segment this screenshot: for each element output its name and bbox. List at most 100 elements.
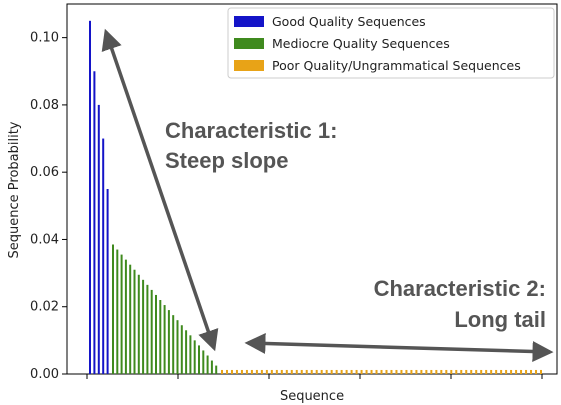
- bar-poor: [350, 369, 353, 374]
- legend-swatch-good: [234, 16, 264, 27]
- y-tick-label: 0.04: [30, 232, 59, 247]
- x-axis-ticks: [86, 374, 543, 379]
- bar-mediocre: [112, 244, 114, 374]
- legend-swatch-poor: [234, 60, 264, 71]
- y-tick-label: 0.00: [30, 367, 59, 382]
- bar-poor: [310, 369, 313, 374]
- bar-mediocre: [155, 294, 157, 374]
- bar-poor: [435, 369, 438, 374]
- x-axis-label: Sequence: [280, 389, 344, 404]
- bar-poor: [500, 369, 503, 374]
- bar-poor: [275, 369, 278, 374]
- bar-poor: [245, 369, 248, 374]
- bar-poor: [385, 369, 388, 374]
- bar-poor: [425, 369, 428, 374]
- bar-poor: [221, 369, 223, 374]
- bar-mediocre: [137, 274, 140, 374]
- bar-poor: [400, 369, 403, 374]
- bar-good: [106, 189, 109, 374]
- bar-mediocre: [116, 249, 119, 374]
- bar-poor: [250, 369, 253, 374]
- bar-mediocre: [150, 289, 153, 374]
- bar-good: [93, 71, 96, 375]
- bar-mediocre: [142, 279, 145, 374]
- legend-entry-good: Good Quality Sequences: [272, 14, 426, 29]
- bar-poor: [270, 369, 273, 374]
- bar-good: [97, 104, 100, 374]
- bar-mediocre: [185, 330, 188, 374]
- bar-poor: [420, 369, 423, 374]
- bar-poor: [355, 369, 358, 374]
- bar-poor: [375, 369, 378, 374]
- legend-entry-poor: Poor Quality/Ungrammatical Sequences: [272, 58, 521, 73]
- bar-poor: [465, 369, 468, 374]
- bar-poor: [455, 369, 458, 374]
- bar-poor: [495, 369, 498, 374]
- bar-mediocre: [176, 320, 179, 374]
- bar-poor: [470, 369, 473, 374]
- bar-poor: [240, 369, 243, 374]
- y-tick-label: 0.08: [30, 98, 59, 113]
- bar-poor: [460, 369, 463, 374]
- bar-poor: [260, 369, 263, 374]
- bar-poor: [320, 369, 323, 374]
- bar-poor: [395, 369, 398, 374]
- bar-mediocre: [180, 325, 183, 374]
- bar-poor: [405, 369, 408, 374]
- bar-poor: [330, 369, 333, 374]
- bar-poor: [325, 369, 328, 374]
- bar-poor: [230, 369, 233, 374]
- bar-poor: [315, 369, 318, 374]
- annotation-1-line1: Characteristic 1:: [165, 118, 337, 143]
- bar-poor: [490, 369, 493, 374]
- bar-poor: [475, 369, 478, 374]
- bar-poor: [225, 369, 228, 374]
- bar-poor: [440, 369, 443, 374]
- bar-poor: [535, 369, 538, 374]
- bar-mediocre: [189, 335, 192, 374]
- bar-poor: [280, 369, 283, 374]
- bar-poor: [340, 369, 343, 374]
- bar-poor: [520, 369, 523, 374]
- bar-poor: [300, 369, 303, 374]
- bar-poor: [505, 369, 508, 374]
- bar-poor: [415, 369, 418, 374]
- bar-mediocre: [172, 315, 175, 374]
- bar-mediocre: [146, 284, 149, 374]
- bar-poor: [515, 369, 518, 374]
- bar-poor: [540, 369, 542, 374]
- bar-mediocre: [206, 355, 209, 374]
- y-axis-ticks: 0.00 0.02 0.04 0.06 0.08 0.10: [30, 31, 67, 382]
- bar-mediocre: [163, 305, 166, 374]
- bar-poor: [525, 369, 528, 374]
- legend-frame: [227, 7, 555, 79]
- bar-poor: [305, 369, 308, 374]
- bar-mediocre: [159, 300, 162, 374]
- legend-swatch-mediocre: [234, 38, 264, 49]
- bar-poor: [235, 369, 238, 374]
- bar-good: [102, 138, 105, 374]
- bar-poor: [480, 369, 483, 374]
- bar-poor: [390, 369, 393, 374]
- legend-entry-mediocre: Mediocre Quality Sequences: [272, 36, 450, 51]
- bar-good: [89, 20, 91, 374]
- bar-poor: [295, 369, 298, 374]
- annotation-2-line1: Characteristic 2:: [374, 276, 546, 301]
- bar-poor: [485, 369, 488, 374]
- bar-poor: [450, 369, 453, 374]
- bar-mediocre: [133, 269, 136, 374]
- annotation-2-line2: Long tail: [454, 307, 546, 332]
- y-tick-label: 0.10: [30, 31, 59, 46]
- bar-mediocre: [124, 259, 127, 374]
- bar-poor: [345, 369, 348, 374]
- bar-poor: [285, 369, 288, 374]
- bar-poor: [360, 369, 363, 374]
- bar-poor: [510, 369, 513, 374]
- bar-poor: [365, 369, 368, 374]
- annotation-1-arrow: [101, 28, 219, 352]
- bar-poor: [290, 369, 293, 374]
- y-tick-label: 0.06: [30, 165, 59, 180]
- bar-mediocre: [202, 350, 205, 374]
- bar-mediocre: [129, 264, 132, 374]
